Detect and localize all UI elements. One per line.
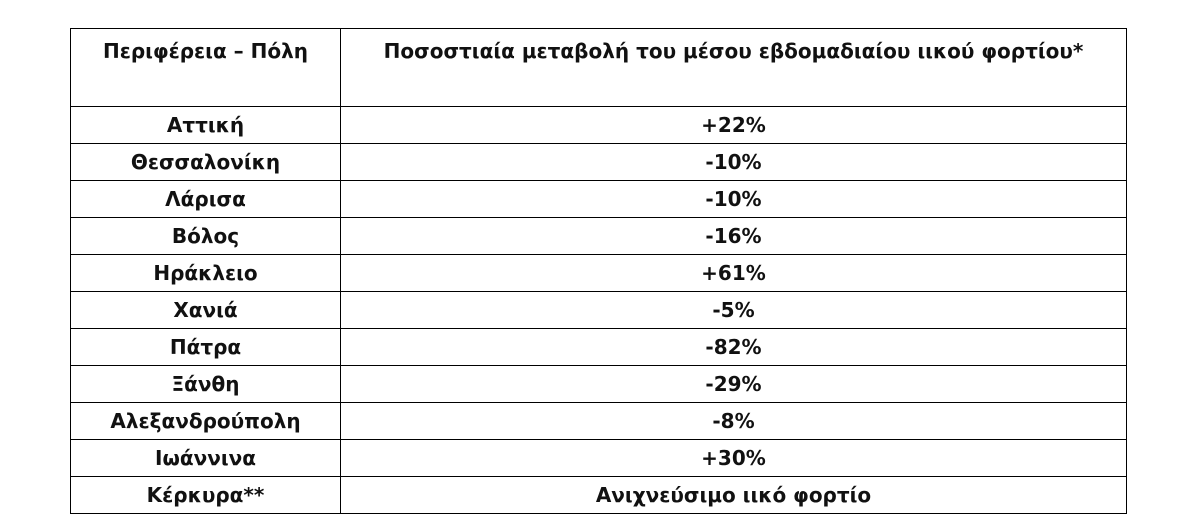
region-cell: Κέρκυρα** bbox=[70, 476, 341, 514]
region-cell: Ιωάννινα bbox=[70, 439, 341, 477]
table-row: Πάτρα -82% bbox=[70, 328, 1127, 366]
table-row: Χανιά -5% bbox=[70, 291, 1127, 329]
region-cell: Ηράκλειο bbox=[70, 254, 341, 292]
change-cell: -5% bbox=[340, 291, 1127, 329]
header-cell: Περιφέρεια – Πόλη bbox=[70, 28, 341, 107]
change-cell: -16% bbox=[340, 217, 1127, 255]
region-cell: Ξάνθη bbox=[70, 365, 341, 403]
change-cell: -8% bbox=[340, 402, 1127, 440]
table-row: Κέρκυρα** Ανιχνεύσιμο ιικό φορτίο bbox=[70, 476, 1127, 514]
change-cell: Ανιχνεύσιμο ιικό φορτίο bbox=[340, 476, 1127, 514]
header-cell: Ποσοστιαία μεταβολή του μέσου εβδομαδιαί… bbox=[340, 28, 1127, 107]
header-row: Περιφέρεια – Πόλη Ποσοστιαία μεταβολή το… bbox=[70, 28, 1127, 107]
table-body: Αττική +22% Θεσσαλονίκη -10% Λάρισα -10% Βόλος… bbox=[70, 106, 1127, 514]
table-row: Ιωάννινα +30% bbox=[70, 439, 1127, 477]
table-row: Ηράκλειο +61% bbox=[70, 254, 1127, 292]
region-cell: Αλεξανδρούπολη bbox=[70, 402, 341, 440]
table-row: Αττική +22% bbox=[70, 106, 1127, 144]
table-row: Βόλος -16% bbox=[70, 217, 1127, 255]
change-cell: +61% bbox=[340, 254, 1127, 292]
change-cell: +30% bbox=[340, 439, 1127, 477]
data-table: Περιφέρεια – Πόλη Ποσοστιαία μεταβολή το… bbox=[70, 28, 1127, 514]
change-cell: -82% bbox=[340, 328, 1127, 366]
region-cell: Χανιά bbox=[70, 291, 341, 329]
table-row: Ξάνθη -29% bbox=[70, 365, 1127, 403]
table-row: Θεσσαλονίκη -10% bbox=[70, 143, 1127, 181]
region-cell: Θεσσαλονίκη bbox=[70, 143, 341, 181]
change-cell: -10% bbox=[340, 180, 1127, 218]
change-cell: +22% bbox=[340, 106, 1127, 144]
change-cell: -10% bbox=[340, 143, 1127, 181]
table-row: Λάρισα -10% bbox=[70, 180, 1127, 218]
region-cell: Πάτρα bbox=[70, 328, 341, 366]
region-cell: Αττική bbox=[70, 106, 341, 144]
change-cell: -29% bbox=[340, 365, 1127, 403]
table-row: Αλεξανδρούπολη -8% bbox=[70, 402, 1127, 440]
region-cell: Βόλος bbox=[70, 217, 341, 255]
region-cell: Λάρισα bbox=[70, 180, 341, 218]
